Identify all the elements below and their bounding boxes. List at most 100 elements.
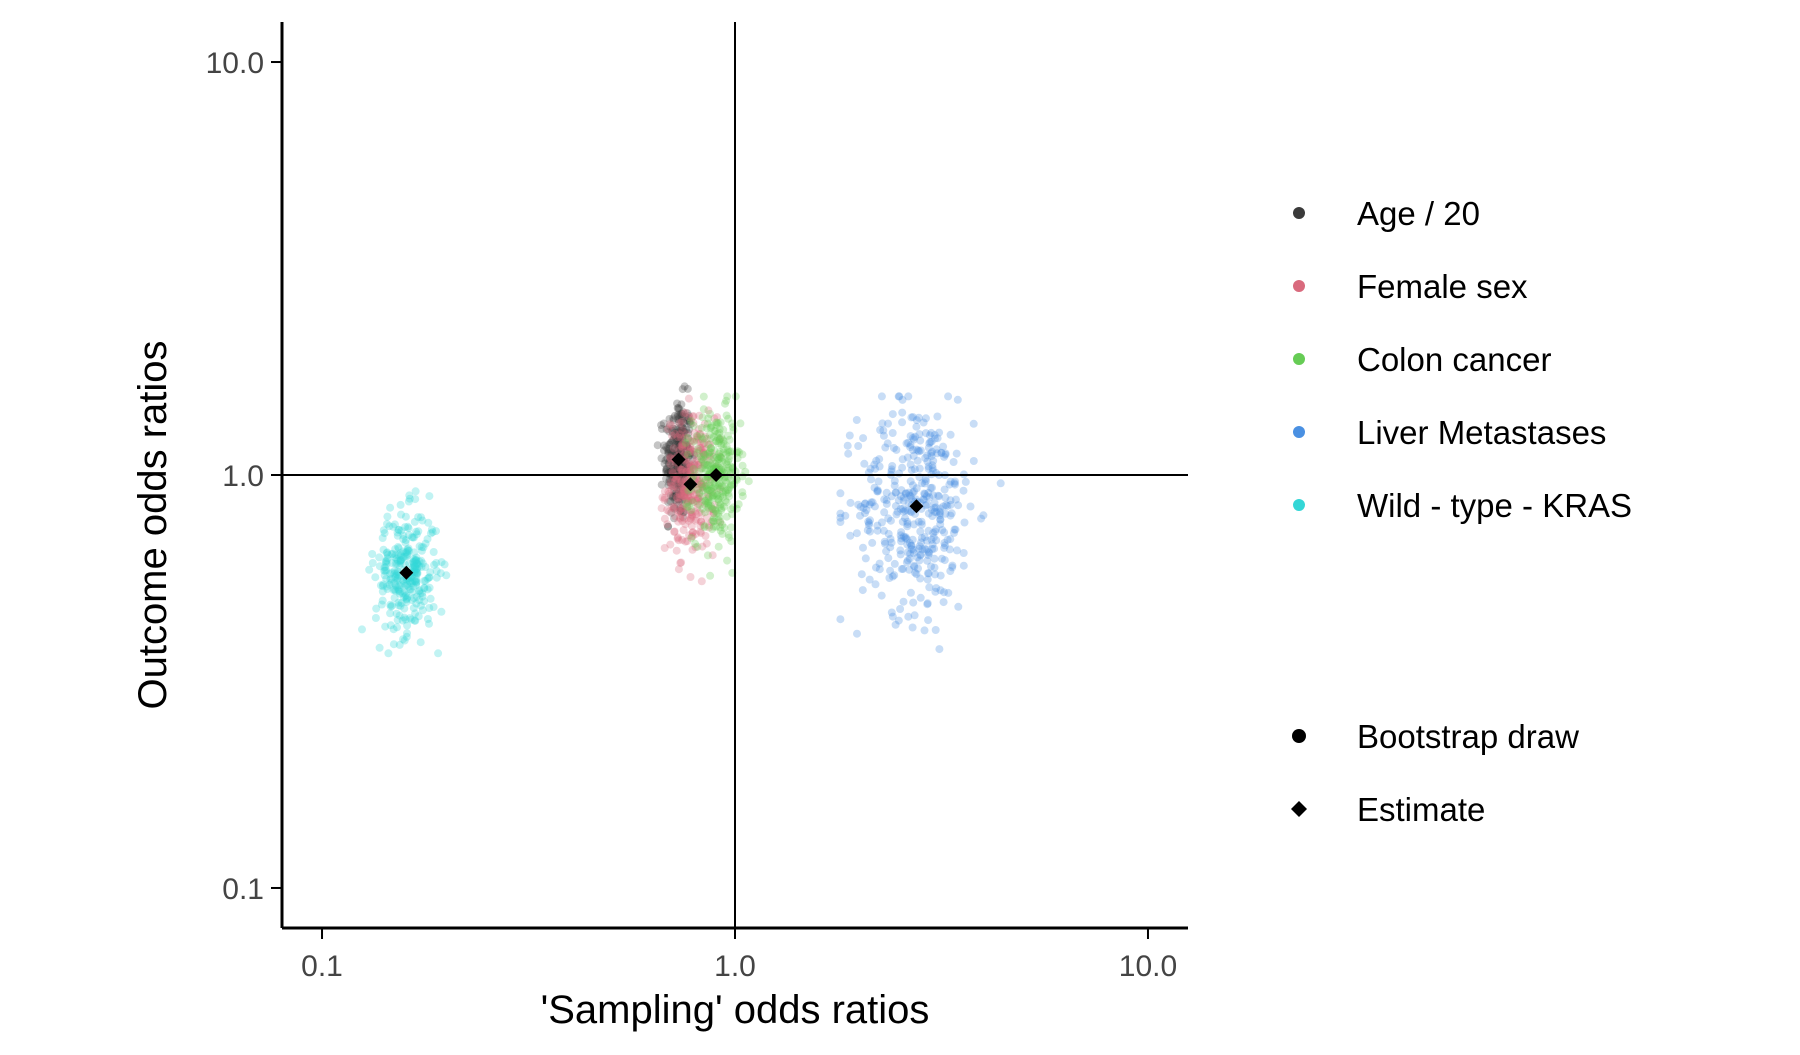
bootstrap-point-0	[660, 441, 668, 450]
bootstrap-point-1	[677, 477, 686, 486]
bootstrap-point-3	[996, 479, 1005, 488]
bootstrap-point-4	[378, 596, 387, 605]
bootstrap-point-0	[680, 491, 689, 500]
bootstrap-point-1	[682, 467, 691, 476]
bootstrap-point-4	[406, 585, 415, 594]
bootstrap-point-1	[675, 446, 684, 455]
bootstrap-point-4	[390, 579, 399, 588]
bootstrap-point-2	[720, 523, 729, 532]
bootstrap-point-3	[905, 554, 914, 563]
bootstrap-point-3	[934, 491, 942, 500]
bootstrap-point-1	[674, 536, 683, 545]
bootstrap-point-2	[701, 508, 709, 517]
bootstrap-point-0	[680, 467, 689, 476]
bootstrap-point-1	[670, 527, 679, 536]
bootstrap-point-4	[387, 574, 396, 583]
bootstrap-point-4	[412, 527, 421, 536]
bootstrap-point-2	[722, 512, 731, 521]
bootstrap-point-3	[859, 434, 868, 443]
bootstrap-point-2	[695, 501, 704, 509]
bootstrap-point-0	[671, 434, 680, 443]
bootstrap-point-3	[914, 564, 922, 573]
bootstrap-point-4	[409, 555, 418, 564]
legend-swatch-1	[1293, 280, 1305, 292]
bootstrap-point-0	[674, 428, 683, 437]
bootstrap-point-3	[841, 511, 850, 520]
bootstrap-point-3	[942, 501, 950, 510]
bootstrap-point-0	[669, 464, 678, 473]
bootstrap-point-0	[684, 429, 693, 438]
bootstrap-point-2	[718, 481, 727, 490]
bootstrap-point-4	[423, 535, 432, 544]
bootstrap-point-1	[669, 504, 678, 513]
bootstrap-point-2	[709, 517, 718, 526]
bootstrap-point-3	[907, 466, 916, 475]
bootstrap-point-1	[686, 462, 695, 471]
bootstrap-point-2	[710, 427, 719, 435]
bootstrap-point-4	[368, 559, 377, 567]
bootstrap-point-3	[924, 616, 933, 625]
bootstrap-point-1	[673, 494, 682, 503]
bootstrap-point-1	[668, 502, 677, 511]
bootstrap-point-1	[666, 420, 674, 429]
bootstrap-point-0	[668, 492, 677, 501]
bootstrap-point-4	[411, 562, 420, 571]
bootstrap-point-3	[902, 535, 911, 544]
bootstrap-point-4	[402, 595, 411, 604]
estimate-marker-4	[399, 565, 414, 580]
bootstrap-point-0	[670, 464, 678, 473]
bootstrap-point-4	[428, 528, 437, 537]
bootstrap-point-4	[396, 556, 405, 565]
bootstrap-point-2	[688, 498, 697, 507]
bootstrap-point-3	[959, 561, 968, 570]
bootstrap-point-2	[716, 502, 724, 511]
bootstrap-point-4	[387, 568, 396, 577]
bootstrap-point-0	[671, 489, 680, 498]
bootstrap-point-4	[405, 491, 414, 500]
bootstrap-point-3	[901, 533, 910, 542]
bootstrap-point-0	[679, 508, 688, 517]
bootstrap-point-1	[700, 419, 709, 428]
bootstrap-point-2	[681, 438, 690, 447]
bootstrap-point-3	[902, 489, 910, 498]
bootstrap-point-1	[692, 515, 701, 524]
bootstrap-point-1	[692, 475, 701, 484]
bootstrap-point-1	[670, 429, 679, 438]
bootstrap-point-0	[665, 415, 674, 423]
bootstrap-point-2	[741, 467, 750, 476]
bootstrap-point-4	[400, 604, 409, 613]
bootstrap-point-3	[913, 456, 922, 465]
bootstrap-point-3	[924, 569, 933, 578]
bootstrap-point-1	[678, 517, 687, 525]
bootstrap-point-3	[977, 514, 986, 523]
bootstrap-point-2	[721, 488, 730, 497]
bootstrap-point-1	[684, 516, 693, 525]
bootstrap-point-4	[397, 599, 406, 607]
bootstrap-point-3	[960, 518, 969, 527]
bootstrap-point-3	[859, 543, 867, 552]
bootstrap-point-4	[387, 578, 396, 587]
legend-swatch-3	[1293, 426, 1305, 438]
bootstrap-point-2	[724, 463, 733, 472]
bootstrap-point-3	[889, 444, 898, 452]
bootstrap-point-1	[677, 476, 686, 485]
bootstrap-point-3	[898, 504, 907, 513]
bootstrap-point-3	[950, 525, 959, 534]
bootstrap-point-3	[918, 545, 927, 554]
bootstrap-point-1	[695, 474, 704, 483]
bootstrap-point-1	[669, 444, 678, 453]
y-axis-title: Outcome odds ratios	[131, 340, 175, 709]
bootstrap-point-1	[693, 432, 702, 441]
bootstrap-point-1	[677, 478, 686, 487]
bootstrap-point-3	[877, 591, 886, 600]
bootstrap-point-4	[412, 599, 421, 608]
bootstrap-point-1	[691, 543, 700, 552]
bootstrap-point-2	[722, 498, 731, 507]
bootstrap-point-4	[407, 615, 416, 624]
bootstrap-point-1	[681, 455, 690, 464]
bootstrap-point-1	[705, 523, 714, 532]
bootstrap-point-1	[682, 467, 691, 476]
bootstrap-point-4	[432, 559, 441, 567]
bootstrap-point-4	[381, 557, 390, 566]
bootstrap-point-3	[940, 485, 949, 494]
